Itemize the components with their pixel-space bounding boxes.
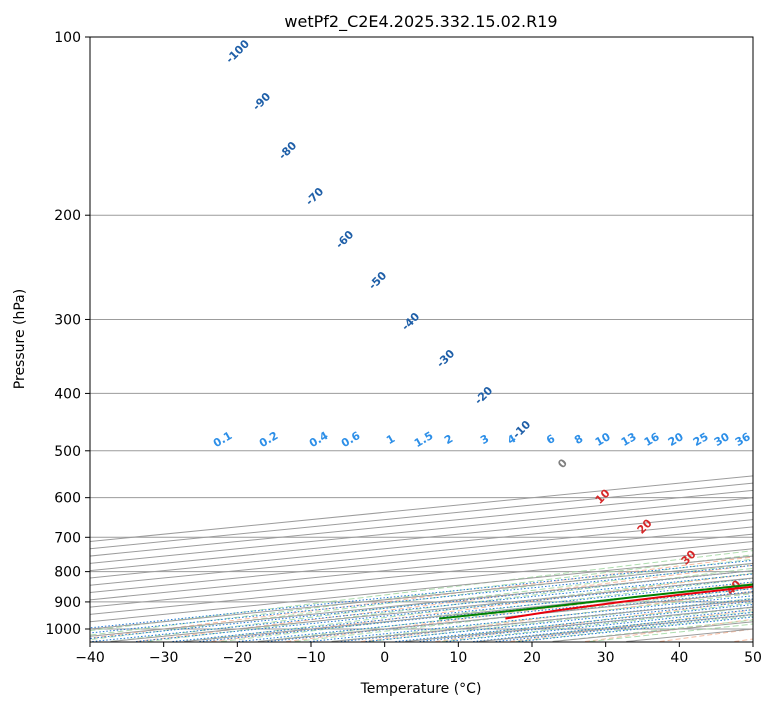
x-axis-label: Temperature (°C) (360, 681, 482, 697)
y-tick-label: 800 (54, 565, 81, 581)
axes: −40 −30 −20 −10 0 10 20 30 40 50 100 200 300 400 500 60… (45, 30, 762, 666)
mixing-ratio-line (309, 595, 753, 642)
isotherm-line (90, 497, 753, 564)
moist-adiabat (221, 577, 753, 642)
background-lines (90, 37, 753, 642)
isotherm-line (90, 489, 753, 557)
y-tick-label: 1000 (45, 622, 81, 638)
y-tick-label: 700 (54, 530, 81, 546)
mixing-ratio-line (90, 559, 753, 629)
mixing-ratio-line (365, 600, 753, 642)
x-tick-label: −20 (223, 650, 253, 666)
isotherm-line (90, 533, 753, 601)
chart-title: wetPf2_C2E4.2025.332.15.02.R19 (284, 12, 557, 32)
y-tick-label: 200 (54, 208, 81, 224)
x-tick-label: 40 (670, 650, 688, 666)
dry-adiabat (136, 564, 753, 642)
x-tick-label: 30 (597, 650, 615, 666)
y-axis-label: Pressure (hPa) (12, 289, 28, 389)
y-tick-label: 100 (54, 30, 81, 46)
x-tick-label: −30 (149, 650, 179, 666)
plot-frame (89, 36, 754, 643)
isotherm-line (90, 504, 753, 572)
dry-adiabat (211, 573, 753, 642)
y-tick-label: 900 (54, 595, 81, 611)
x-tick-label: 0 (380, 650, 389, 666)
dry-adiabat (90, 556, 753, 639)
isotherm-line (90, 475, 753, 542)
x-tick-label: 50 (744, 650, 762, 666)
y-tick-label: 500 (54, 444, 81, 460)
dry-adiabat (360, 590, 753, 642)
mixing-ratio-line (90, 564, 753, 634)
moist-adiabat (331, 593, 753, 642)
x-tick-label: 10 (449, 650, 467, 666)
x-tick-label: −40 (75, 650, 105, 666)
x-tick-label: 20 (523, 650, 541, 666)
isotherm-line (90, 526, 753, 594)
mixing-ratio-line (395, 604, 753, 642)
isotherm-line (90, 519, 753, 586)
mixing-ratio-line (90, 570, 753, 639)
y-tick-label: 400 (54, 386, 81, 402)
x-tick-label: −10 (296, 650, 326, 666)
isotherm-line (90, 482, 753, 550)
isotherm-line (90, 511, 753, 579)
y-tick-label: 600 (54, 491, 81, 507)
y-tick-label: 300 (54, 312, 81, 328)
